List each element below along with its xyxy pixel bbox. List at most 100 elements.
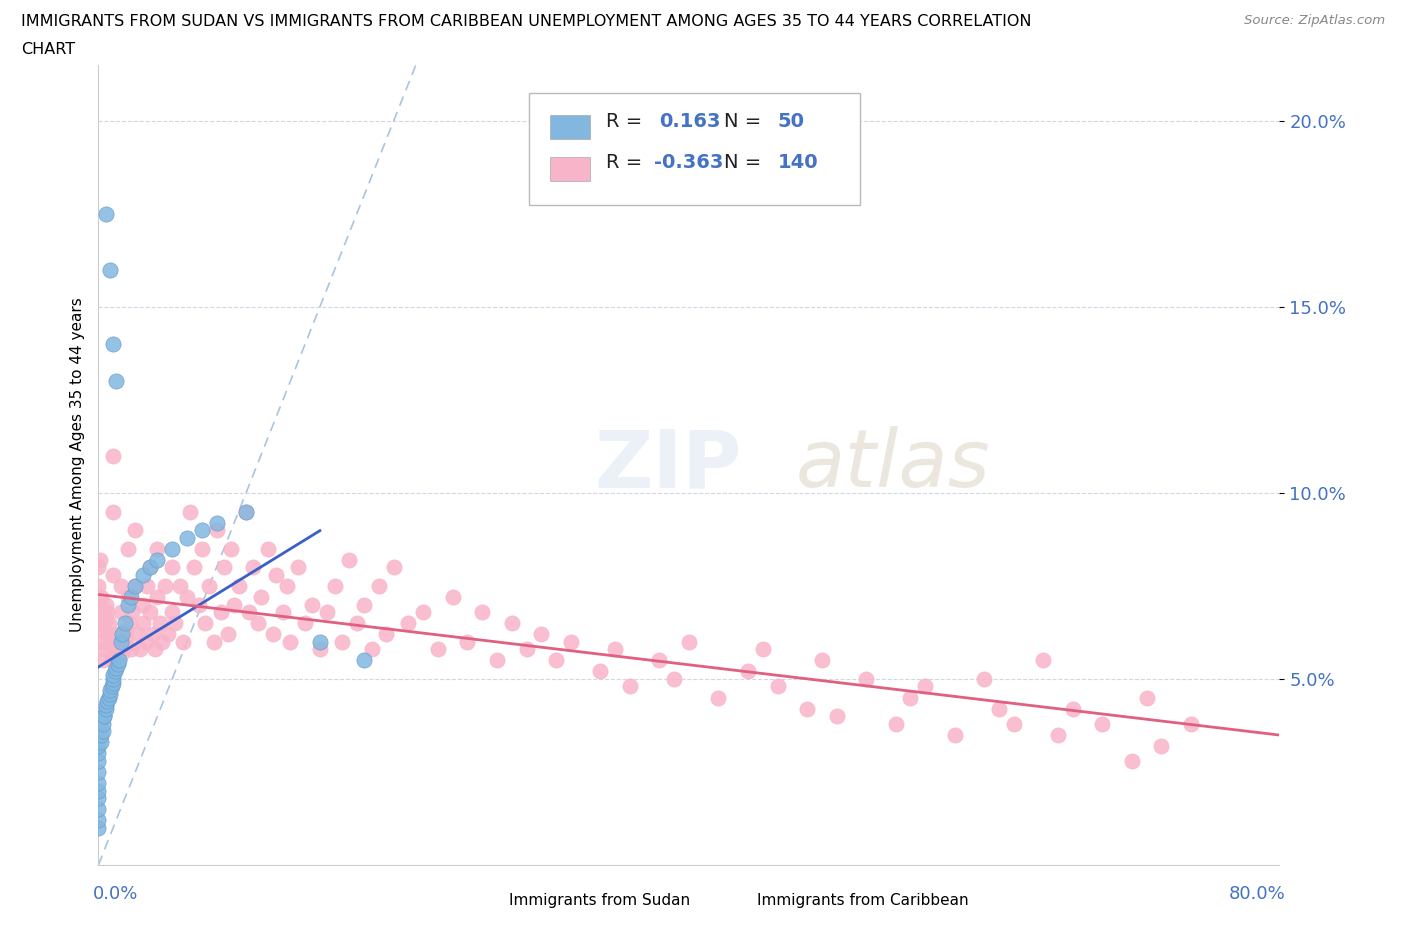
Point	[205, 523, 228, 538]
Point	[301, 597, 323, 612]
Point	[257, 541, 280, 556]
Text: N =: N =	[724, 153, 768, 172]
Point	[516, 642, 538, 657]
Point	[176, 590, 198, 604]
Point	[124, 523, 146, 538]
Text: Immigrants from Sudan: Immigrants from Sudan	[509, 894, 690, 909]
Point	[117, 597, 139, 612]
Point	[530, 627, 553, 642]
FancyBboxPatch shape	[550, 157, 589, 181]
Point	[94, 612, 117, 627]
Point	[323, 578, 346, 593]
Text: R =: R =	[606, 112, 648, 130]
Point	[162, 560, 183, 575]
Point	[98, 686, 121, 701]
Point	[103, 567, 125, 582]
Point	[546, 653, 568, 668]
Point	[664, 671, 686, 686]
Point	[375, 627, 398, 642]
Point	[1032, 653, 1054, 668]
Point	[1136, 690, 1159, 705]
Point	[90, 727, 112, 742]
Point	[103, 675, 125, 690]
Point	[93, 623, 115, 638]
Point	[209, 604, 232, 619]
Point	[179, 504, 201, 519]
Point	[973, 671, 995, 686]
Point	[87, 746, 110, 761]
Point	[605, 642, 627, 657]
Point	[94, 206, 117, 221]
Point	[91, 653, 114, 668]
Point	[501, 616, 523, 631]
Point	[139, 560, 162, 575]
Point	[105, 627, 128, 642]
Point	[353, 597, 375, 612]
Point	[89, 552, 111, 567]
Point	[103, 448, 125, 463]
Point	[96, 627, 118, 642]
Point	[678, 634, 700, 649]
Point	[132, 597, 155, 612]
Point	[280, 634, 302, 649]
Point	[110, 634, 132, 649]
Point	[90, 590, 112, 604]
Point	[110, 578, 132, 593]
Point	[486, 653, 509, 668]
Point	[242, 560, 264, 575]
FancyBboxPatch shape	[530, 93, 860, 205]
Point	[162, 604, 183, 619]
Point	[103, 504, 125, 519]
Point	[103, 668, 125, 683]
Text: atlas: atlas	[796, 426, 990, 504]
Text: ZIP: ZIP	[595, 426, 742, 504]
Point	[149, 616, 172, 631]
Point	[115, 631, 138, 645]
Text: Source: ZipAtlas.com: Source: ZipAtlas.com	[1244, 14, 1385, 27]
Point	[120, 642, 142, 657]
Point	[103, 671, 125, 686]
Point	[457, 634, 479, 649]
Point	[156, 627, 179, 642]
Point	[172, 634, 194, 649]
Point	[90, 604, 112, 619]
Point	[264, 567, 287, 582]
Point	[707, 690, 730, 705]
Point	[97, 616, 120, 631]
Point	[412, 604, 434, 619]
Point	[737, 664, 759, 679]
Text: 0.0%: 0.0%	[93, 885, 138, 903]
Point	[120, 590, 142, 604]
Point	[87, 753, 110, 768]
Point	[988, 701, 1011, 716]
FancyBboxPatch shape	[724, 889, 751, 913]
Point	[146, 590, 169, 604]
Point	[1062, 701, 1084, 716]
Point	[91, 724, 114, 738]
Point	[191, 523, 214, 538]
Text: Immigrants from Caribbean: Immigrants from Caribbean	[758, 894, 969, 909]
Point	[221, 541, 243, 556]
Point	[111, 627, 134, 642]
Point	[246, 616, 269, 631]
Point	[110, 604, 132, 619]
Point	[91, 634, 114, 649]
Point	[162, 541, 183, 556]
Point	[87, 738, 110, 753]
Text: IMMIGRANTS FROM SUDAN VS IMMIGRANTS FROM CARIBBEAN UNEMPLOYMENT AMONG AGES 35 TO: IMMIGRANTS FROM SUDAN VS IMMIGRANTS FROM…	[21, 14, 1032, 29]
Point	[89, 616, 111, 631]
Point	[87, 790, 110, 805]
Point	[382, 560, 405, 575]
Point	[238, 604, 260, 619]
Point	[276, 578, 298, 593]
Point	[287, 560, 309, 575]
Point	[117, 590, 139, 604]
Point	[112, 623, 135, 638]
Point	[884, 716, 907, 731]
Point	[619, 679, 641, 694]
Point	[121, 604, 143, 619]
Point	[124, 578, 146, 593]
Point	[914, 679, 936, 694]
Point	[91, 716, 114, 731]
Point	[316, 604, 339, 619]
